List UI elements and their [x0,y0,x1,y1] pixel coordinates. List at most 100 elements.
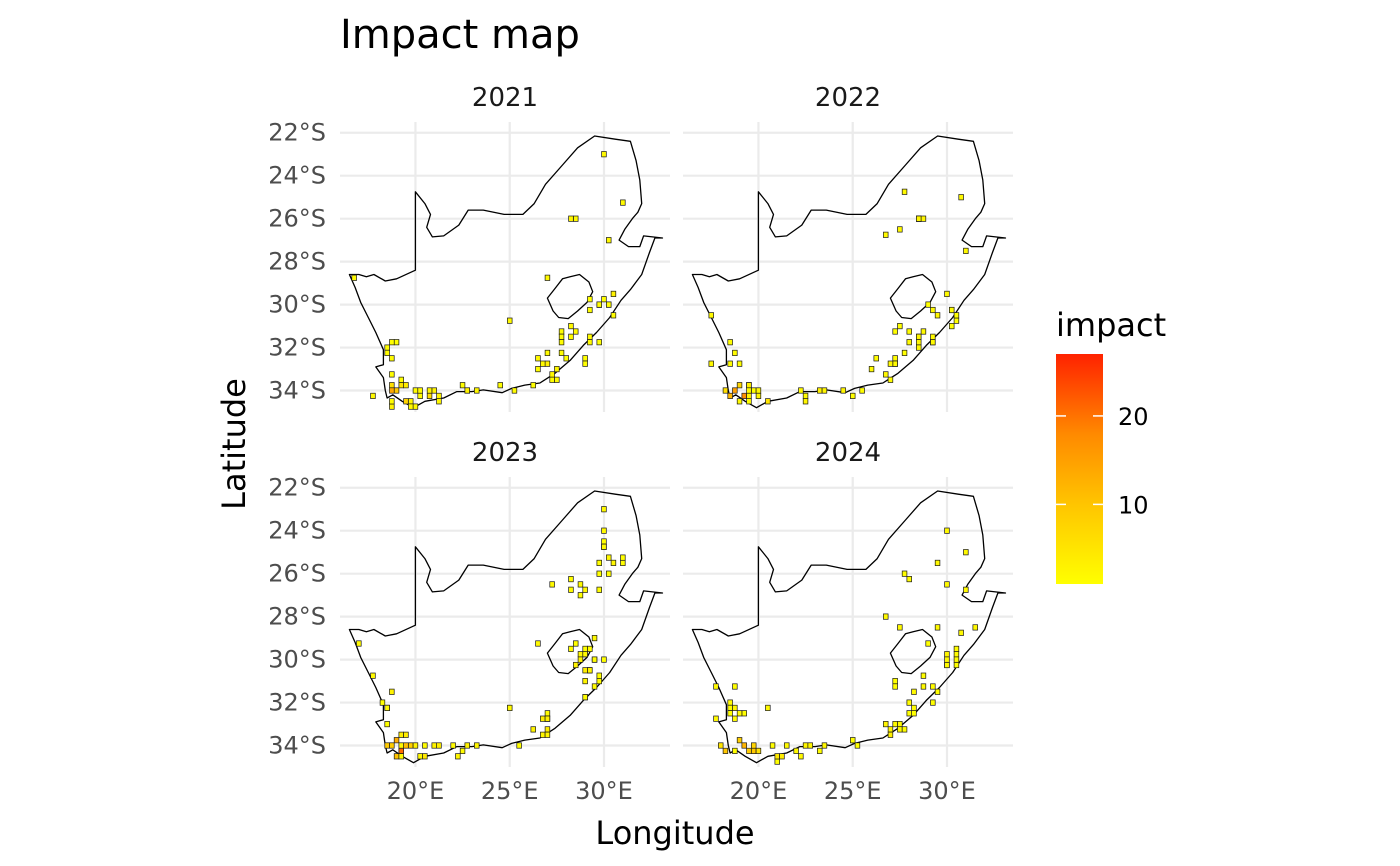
impact-cell [963,549,969,556]
impact-cell [892,360,898,367]
y-tick-label: 30°S [268,291,326,319]
impact-cell [916,215,922,222]
impact-cell [573,640,579,647]
impact-cell [459,747,466,754]
impact-cell [544,274,551,281]
impact-cell [497,382,503,389]
facet-panel-2021: 2021 22°S 24°S 26°S 28°S 30°S 32°S 34°S [268,83,670,412]
x-tick-label: 20°E [387,777,445,805]
impact-cell [568,323,574,330]
impact-cell [544,710,551,717]
impact-cell [755,747,762,754]
facet-panel-2024: 2024 20°E 25°E 30°E [683,438,1013,805]
y-tick-label: 24°S [268,162,326,190]
impact-cell [944,651,950,658]
y-tick-labels: 22°S 24°S 26°S 28°S 30°S 32°S 34°S [268,474,326,760]
impact-cell [713,715,719,722]
impact-cell [736,382,743,389]
impact-cell [901,349,908,356]
impact-cell [727,710,733,717]
impact-cell [384,344,390,351]
impact-cell [892,683,898,690]
impact-cell [540,360,546,367]
impact-cell [793,747,799,754]
impact-cell [582,586,588,593]
impact-cell [732,387,738,394]
impact-cell [708,312,714,319]
impact-cell [774,753,780,760]
impact-cell [892,355,898,362]
impact-cell [920,328,927,335]
impact-cell [732,704,738,711]
impact-cell [398,731,404,738]
impact-cell [582,694,588,701]
impact-cell [934,312,941,319]
country-outline [348,135,664,409]
impact-cell [587,667,593,674]
impact-cell [549,371,555,378]
impact-cell [474,742,480,749]
y-tick-label: 34°S [268,732,326,760]
impact-cell [901,188,908,195]
impact-cell [732,747,738,754]
y-tick-label: 28°S [268,603,326,631]
impact-cell [741,742,747,749]
impact-cell [817,747,823,754]
impact-cell [389,398,395,405]
impact-cell [535,640,541,647]
impact-cell [934,688,941,695]
impact-cell [554,366,560,373]
impact-cell [906,699,912,706]
impact-cell [384,721,390,728]
impact-cell [417,387,423,394]
impact-cell [727,360,733,367]
impact-cell [606,301,612,308]
impact-cell [751,387,757,394]
impact-cell [722,387,729,394]
impact-cell [398,742,404,749]
impact-cell [958,194,964,201]
impact-cell [436,392,442,399]
impact-cell [558,339,565,346]
y-tick-label: 24°S [268,517,326,545]
legend-ticks: 10 20 [1056,403,1149,519]
impact-cell [426,387,433,394]
impact-cell [911,710,917,717]
impact-cell [464,387,470,394]
impact-cell [718,742,724,749]
impact-cell [887,360,894,367]
panel-gridlines [340,477,670,767]
impact-cell [596,678,602,685]
country-outline [691,490,1007,764]
impact-cell [925,640,931,647]
impact-cell [568,215,574,222]
impact-cell [393,387,400,394]
impact-cell [398,753,404,760]
impact-cell [610,312,617,319]
x-axis-title: Longitude [595,814,754,852]
impact-cell [925,301,931,308]
impact-cell [596,339,602,346]
impact-cell [558,349,565,356]
impact-cell [751,747,757,754]
impact-cell [398,382,404,389]
impact-cell [930,306,936,314]
impact-cell [868,366,875,373]
impact-cell [727,699,733,706]
impact-cell [746,747,752,754]
y-tick-label: 30°S [268,646,326,674]
impact-cell [883,371,889,378]
facet-strip-label: 2023 [472,438,538,468]
impact-cell [507,704,513,711]
impact-cell [351,274,357,281]
impact-cell [601,151,607,158]
facet-strip-label: 2022 [815,83,881,113]
impact-cell [544,349,551,356]
impact-cell [398,376,404,383]
impact-cell [389,355,395,362]
impact-cell [953,656,960,663]
impact-cell [412,403,419,410]
impact-cell [769,742,776,749]
impact-cell [930,339,936,346]
impact-cell [587,306,593,314]
